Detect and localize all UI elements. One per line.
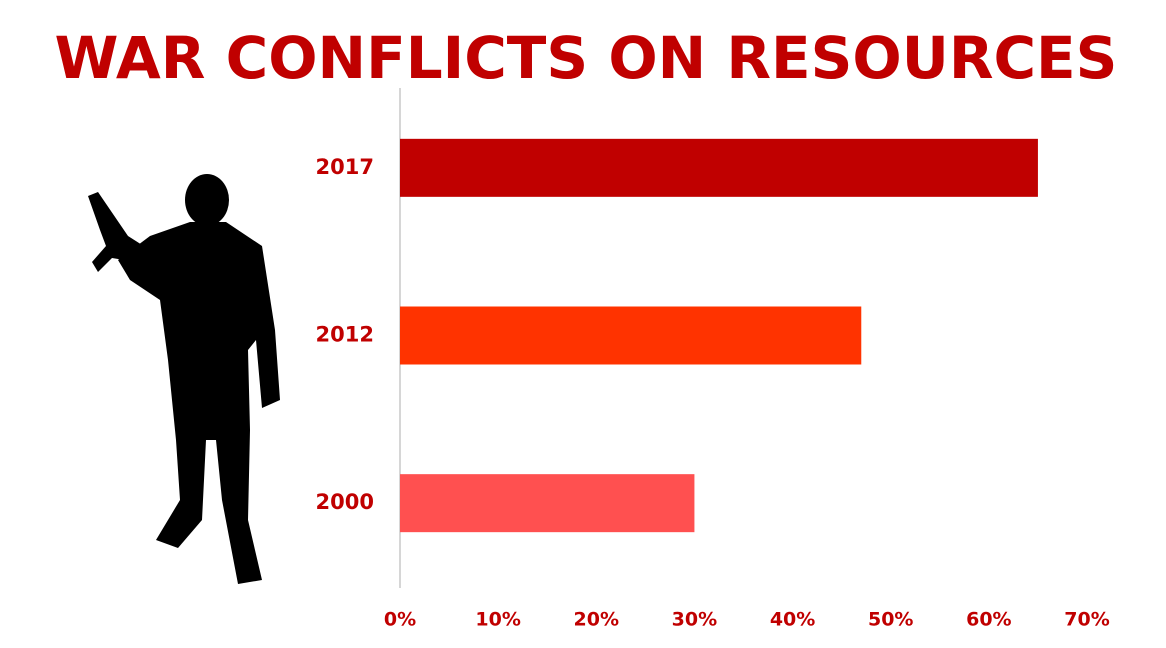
x-tick-label: 0% <box>384 609 416 631</box>
x-tick-label: 30% <box>672 609 717 631</box>
soldier-silhouette <box>88 174 280 584</box>
x-tick-label: 10% <box>475 609 520 631</box>
x-tick-label: 20% <box>574 609 619 631</box>
x-tick-label: 60% <box>966 609 1011 631</box>
y-tick-label: 2000 <box>316 490 374 514</box>
bar <box>400 306 862 365</box>
y-tick-label: 2012 <box>316 323 374 347</box>
x-tick-label: 70% <box>1064 609 1109 631</box>
x-tick-label: 50% <box>868 609 913 631</box>
bar <box>400 138 1038 197</box>
chart-title: WAR CONFLICTS ON RESOURCES <box>55 24 1118 92</box>
y-tick-label: 2017 <box>316 155 374 179</box>
bar <box>400 474 695 533</box>
x-tick-label: 40% <box>770 609 815 631</box>
